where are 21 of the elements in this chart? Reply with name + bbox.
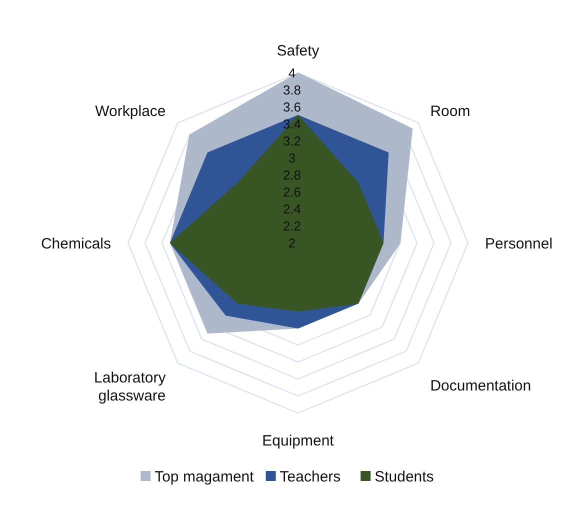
y-tick-label: 2.2 bbox=[282, 218, 302, 234]
y-tick-label: 4 bbox=[288, 66, 296, 81]
y-tick-label: 3.8 bbox=[282, 82, 302, 98]
spoke-label: Documentation bbox=[430, 377, 532, 394]
spoke-label: Room bbox=[430, 103, 470, 120]
spoke-label: Safety bbox=[276, 42, 320, 60]
spoke-label: Personnel bbox=[485, 235, 553, 252]
y-tick-label: 3.2 bbox=[282, 134, 302, 149]
y-tick-label: 2 bbox=[288, 236, 296, 251]
legend-label: Top magament bbox=[154, 468, 255, 486]
legend-label: Students bbox=[374, 468, 434, 486]
y-tick-label: 2.8 bbox=[282, 168, 302, 183]
y-tick-label: 3.6 bbox=[282, 100, 302, 115]
y-tick-label: 3 bbox=[288, 150, 296, 166]
spoke-label: Chemicals bbox=[40, 235, 111, 252]
legend-label: Teachers bbox=[280, 468, 341, 486]
y-tick-label: 2.6 bbox=[282, 184, 302, 200]
y-tick-label: 2.4 bbox=[282, 202, 302, 217]
spoke-label: Workplace bbox=[95, 103, 166, 120]
spoke-label: Laboratory glassware bbox=[94, 369, 166, 404]
spoke-label: Equipment bbox=[262, 432, 335, 450]
